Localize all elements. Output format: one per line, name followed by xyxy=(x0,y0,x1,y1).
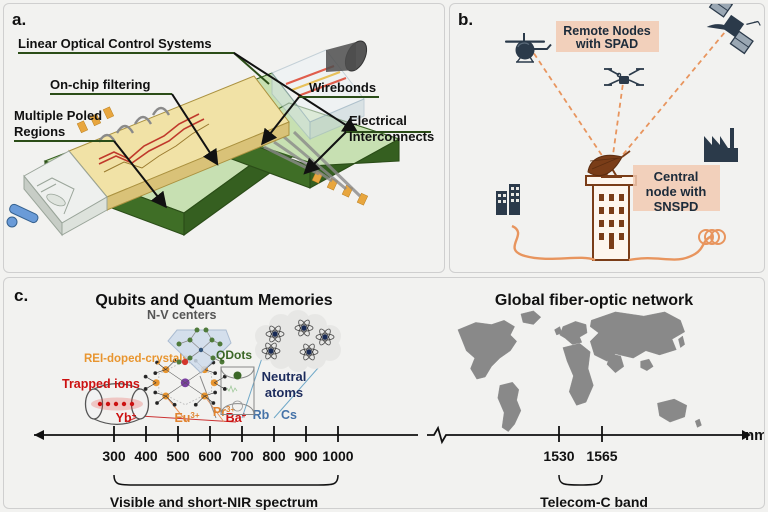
svg-text:node with: node with xyxy=(646,184,707,199)
svg-text:nm: nm xyxy=(745,427,764,444)
svg-text:500: 500 xyxy=(166,448,190,464)
svg-text:Yb+: Yb+ xyxy=(116,411,137,425)
svg-text:400: 400 xyxy=(134,448,158,464)
svg-text:with SPAD: with SPAD xyxy=(575,37,638,51)
svg-text:Eu3+: Eu3+ xyxy=(174,411,199,425)
svg-text:N-V centers: N-V centers xyxy=(147,308,217,322)
svg-text:SNSPD: SNSPD xyxy=(654,199,699,214)
svg-text:Ba+: Ba+ xyxy=(226,411,247,425)
svg-text:Cs: Cs xyxy=(281,408,297,422)
svg-text:Trapped ions: Trapped ions xyxy=(62,377,140,391)
svg-text:1565: 1565 xyxy=(586,448,617,464)
svg-text:1530: 1530 xyxy=(543,448,574,464)
svg-text:Neutral: Neutral xyxy=(262,369,307,384)
svg-text:REI-doped-crystals: REI-doped-crystals xyxy=(84,353,189,365)
svg-text:1000: 1000 xyxy=(322,448,353,464)
svg-text:atoms: atoms xyxy=(265,385,303,400)
svg-text:300: 300 xyxy=(102,448,126,464)
svg-text:Rb: Rb xyxy=(253,408,270,422)
svg-text:700: 700 xyxy=(230,448,254,464)
svg-text:900: 900 xyxy=(294,448,318,464)
svg-text:Remote Nodes: Remote Nodes xyxy=(563,24,651,38)
svg-text:600: 600 xyxy=(198,448,222,464)
svg-text:QDots: QDots xyxy=(216,348,252,362)
svg-text:800: 800 xyxy=(262,448,286,464)
svg-text:Central: Central xyxy=(654,169,699,184)
